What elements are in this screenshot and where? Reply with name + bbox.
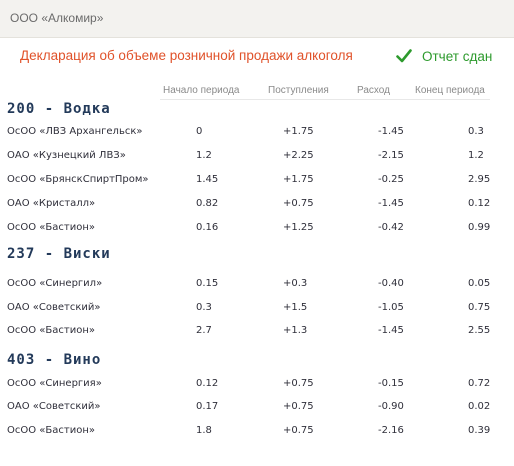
status-indicator: Отчет сдан xyxy=(396,46,492,66)
supplier-name: ОсОО «Бастион» xyxy=(7,425,95,436)
outgoing-value: -0.25 xyxy=(378,174,404,185)
top-bar: ООО «Алкомир» xyxy=(0,0,514,38)
start-value: 0.17 xyxy=(196,401,219,412)
supplier-name: ОсОО «Бастион» xyxy=(7,222,95,233)
supplier-name: ОАО «Советский» xyxy=(7,401,101,412)
column-header-start: Начало периода xyxy=(163,85,240,96)
start-value: 2.7 xyxy=(196,325,212,336)
end-value: 0.75 xyxy=(468,302,491,313)
outgoing-value: -1.05 xyxy=(378,302,404,313)
outgoing-value: -1.45 xyxy=(378,126,404,137)
start-value: 0.82 xyxy=(196,198,219,209)
column-header-end: Конец периода xyxy=(415,85,485,96)
outgoing-value: -0.40 xyxy=(378,278,404,289)
end-value: 0.39 xyxy=(468,425,491,436)
start-value: 1.8 xyxy=(196,425,212,436)
incoming-value: +1.3 xyxy=(283,325,308,336)
start-value: 1.2 xyxy=(196,150,212,161)
incoming-value: +0.75 xyxy=(283,425,314,436)
supplier-name: ОсОО «БрянскСпиртПром» xyxy=(7,174,149,185)
supplier-name: ОАО «Кристалл» xyxy=(7,198,96,209)
page-title: Декларация об объеме розничной продажи а… xyxy=(20,48,353,63)
incoming-value: +2.25 xyxy=(283,150,314,161)
end-value: 0.99 xyxy=(468,222,491,233)
outgoing-value: -1.45 xyxy=(378,325,404,336)
end-value: 0.72 xyxy=(468,378,491,389)
supplier-name: ОАО «Советский» xyxy=(7,302,101,313)
end-value: 0.02 xyxy=(468,401,491,412)
supplier-name: ОсОО «Синергил» xyxy=(7,278,103,289)
incoming-value: +0.3 xyxy=(283,278,308,289)
outgoing-value: -0.90 xyxy=(378,401,404,412)
start-value: 0.3 xyxy=(196,302,212,313)
start-value: 0.15 xyxy=(196,278,219,289)
column-header-outgoing: Расход xyxy=(357,85,390,96)
company-name: ООО «Алкомир» xyxy=(10,11,104,25)
incoming-value: +1.75 xyxy=(283,126,314,137)
supplier-name: ОсОО «ЛВЗ Архангельск» xyxy=(7,126,143,137)
start-value: 0 xyxy=(196,126,203,137)
column-header-incoming: Поступления xyxy=(268,85,329,96)
outgoing-value: -0.15 xyxy=(378,378,404,389)
supplier-name: ОсОО «Бастион» xyxy=(7,325,95,336)
end-value: 0.3 xyxy=(468,126,484,137)
header-divider xyxy=(160,99,490,100)
outgoing-value: -1.45 xyxy=(378,198,404,209)
start-value: 0.16 xyxy=(196,222,219,233)
end-value: 0.05 xyxy=(468,278,491,289)
supplier-name: ОАО «Кузнецкий ЛВЗ» xyxy=(7,150,126,161)
outgoing-value: -2.16 xyxy=(378,425,404,436)
status-label: Отчет сдан xyxy=(422,48,493,64)
group-heading: 403 - Вино xyxy=(7,352,102,368)
incoming-value: +1.25 xyxy=(283,222,314,233)
end-value: 2.95 xyxy=(468,174,491,185)
group-heading: 237 - Виски xyxy=(7,246,111,262)
checkmark-icon xyxy=(396,49,412,63)
outgoing-value: -2.15 xyxy=(378,150,404,161)
group-heading: 200 - Водка xyxy=(7,101,111,117)
incoming-value: +0.75 xyxy=(283,378,314,389)
incoming-value: +0.75 xyxy=(283,401,314,412)
end-value: 2.55 xyxy=(468,325,491,336)
start-value: 1.45 xyxy=(196,174,219,185)
incoming-value: +0.75 xyxy=(283,198,314,209)
supplier-name: ОсОО «Синергия» xyxy=(7,378,102,389)
incoming-value: +1.5 xyxy=(283,302,308,313)
end-value: 1.2 xyxy=(468,150,484,161)
start-value: 0.12 xyxy=(196,378,219,389)
outgoing-value: -0.42 xyxy=(378,222,404,233)
incoming-value: +1.75 xyxy=(283,174,314,185)
end-value: 0.12 xyxy=(468,198,491,209)
